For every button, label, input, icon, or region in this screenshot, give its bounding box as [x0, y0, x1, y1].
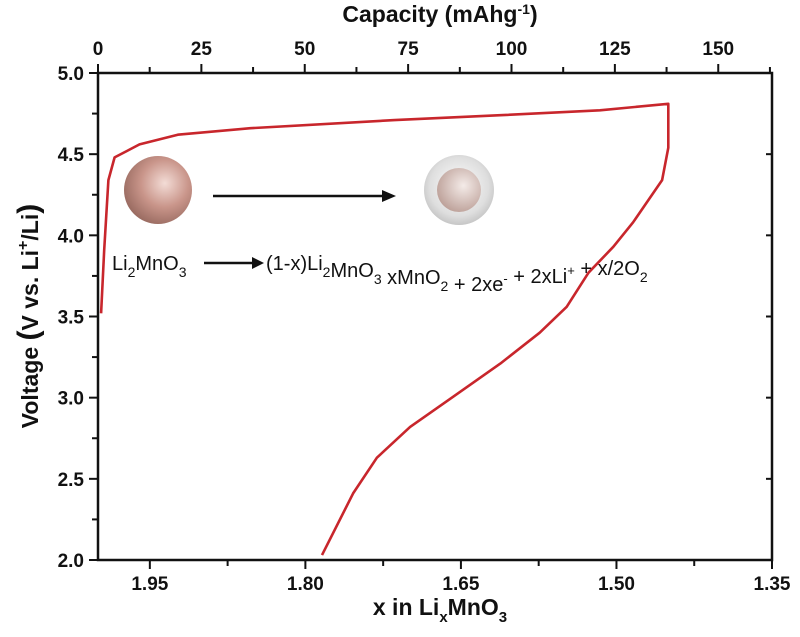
- reaction-arrow-icon: [204, 257, 264, 269]
- plot-frame: [96, 71, 774, 562]
- reaction-text-part: + x/2O: [575, 258, 640, 280]
- x2-tick-label: 0: [93, 39, 104, 60]
- y-tick-label: 3.0: [58, 389, 84, 410]
- x-tick-label: 1.65: [442, 574, 479, 595]
- x-tick-label: 1.95: [131, 574, 168, 595]
- y-tick-label: 2.5: [58, 470, 85, 491]
- y-tick-label: 3.5: [58, 308, 85, 329]
- reaction-text-part: xMnO: [382, 267, 441, 289]
- x2-tick-label: 50: [294, 39, 315, 60]
- reaction-reactant: Li2MnO3: [112, 253, 187, 280]
- reaction-text-part: + 2xe: [448, 274, 503, 296]
- x-axis-title: x in LixMnO3: [373, 594, 507, 626]
- x-tick-label: 1.80: [287, 574, 324, 595]
- y-axis-title: Voltage (V vs. Li+/Li): [12, 204, 45, 429]
- arrow-icon: [213, 190, 396, 202]
- x2-tick-label: 150: [702, 39, 734, 60]
- y-tick-label: 5.0: [58, 64, 84, 85]
- reaction-text-part: 2: [640, 269, 648, 285]
- y-tick-label: 4.5: [58, 145, 85, 166]
- reaction-text-part: +: [567, 263, 575, 278]
- axis-ticks: 1.95 1.80 1.65 1.50 1.35 0 25 50 75 100 125 150 2.0 2…: [58, 39, 791, 595]
- reaction-text-part: 2: [441, 278, 449, 294]
- reaction-text-part: 2: [323, 264, 331, 280]
- reaction-text-part: (1-x)Li: [266, 253, 323, 275]
- voltage-curve: [99, 102, 670, 556]
- pristine-particle-icon: [124, 156, 192, 224]
- reaction-text-part: -: [503, 271, 507, 286]
- x2-axis-title: Capacity (mAhg-1): [342, 1, 537, 27]
- coated-particle-icon: [424, 155, 494, 225]
- x2-tick-label: 100: [496, 39, 528, 60]
- x2-tick-label: 125: [599, 39, 631, 60]
- reaction-text-part: 3: [374, 271, 382, 287]
- reaction-text-part: MnO: [330, 260, 373, 282]
- y-tick-label: 4.0: [58, 226, 84, 247]
- y-tick-label: 2.0: [58, 551, 84, 572]
- reaction-products: (1-x)Li2MnO3 xMnO2 + 2xe- + 2xLi+ + x/2O…: [266, 253, 648, 296]
- x-tick-label: 1.35: [754, 574, 791, 595]
- x2-tick-label: 75: [398, 39, 420, 60]
- x-tick-label: 1.50: [598, 574, 635, 595]
- x2-tick-label: 25: [191, 39, 213, 60]
- reaction-text-part: + 2xLi: [508, 266, 567, 288]
